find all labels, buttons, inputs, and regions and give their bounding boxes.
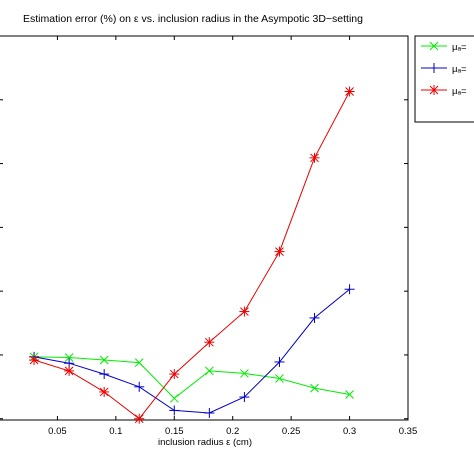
x-tick-label: 0.2 xyxy=(226,426,239,437)
legend-item-3: μₐ= xyxy=(421,85,467,97)
x-tick-label: 0.1 xyxy=(109,426,122,437)
series-3 xyxy=(29,86,355,424)
legend-label: μₐ= xyxy=(452,42,467,53)
x-tick-label: 0.25 xyxy=(282,426,301,437)
legend: μₐ= μₐ= μₐ= xyxy=(421,41,467,97)
data-point xyxy=(239,392,250,403)
data-point xyxy=(275,374,284,383)
data-point xyxy=(309,312,320,323)
data-point xyxy=(204,366,214,376)
x-axis-label: inclusion radius ε (cm) xyxy=(158,437,252,448)
chart-title: Estimation error (%) on ε vs. inclusion … xyxy=(23,13,363,25)
data-point xyxy=(204,337,215,348)
series-2 xyxy=(29,284,355,418)
data-point xyxy=(274,356,285,367)
plot-area xyxy=(0,35,409,421)
data-point xyxy=(169,369,180,380)
data-point xyxy=(204,407,215,418)
data-point xyxy=(344,284,355,295)
data-point xyxy=(134,381,145,392)
data-point xyxy=(134,413,145,424)
legend-marker xyxy=(429,63,439,73)
data-point xyxy=(344,86,355,97)
tick-marks xyxy=(0,35,409,420)
x-tick-labels: 0.05 0.1 0.15 0.2 0.25 0.3 0.35 xyxy=(48,426,417,437)
x-tick-label: 0.15 xyxy=(165,426,184,437)
data-point xyxy=(309,152,320,163)
series-line xyxy=(33,91,351,420)
series-layer xyxy=(29,86,355,424)
legend-box xyxy=(414,35,474,123)
x-tick-label: 0.3 xyxy=(343,426,356,437)
data-point xyxy=(99,369,110,380)
data-point xyxy=(99,386,110,397)
data-point xyxy=(274,246,285,257)
data-point xyxy=(99,355,109,365)
data-point xyxy=(64,353,74,362)
data-point xyxy=(310,383,319,393)
data-point xyxy=(64,365,75,376)
legend-label: μₐ= xyxy=(452,86,467,97)
legend-label: μₐ= xyxy=(452,64,467,75)
legend-item-1: μₐ= xyxy=(421,41,467,53)
data-point xyxy=(169,393,179,403)
legend-marker xyxy=(429,85,439,95)
series-line xyxy=(34,356,350,399)
x-tick-label: 0.05 xyxy=(48,426,67,437)
data-point xyxy=(345,390,354,399)
series-1 xyxy=(29,352,354,403)
data-point xyxy=(134,358,144,367)
series-line xyxy=(34,288,350,414)
legend-marker xyxy=(429,41,439,51)
data-point xyxy=(169,405,180,416)
legend-item-2: μₐ= xyxy=(421,63,467,75)
data-point xyxy=(239,306,250,317)
x-tick-label: 0.35 xyxy=(399,426,418,437)
data-point xyxy=(240,369,249,378)
data-point xyxy=(29,355,40,366)
